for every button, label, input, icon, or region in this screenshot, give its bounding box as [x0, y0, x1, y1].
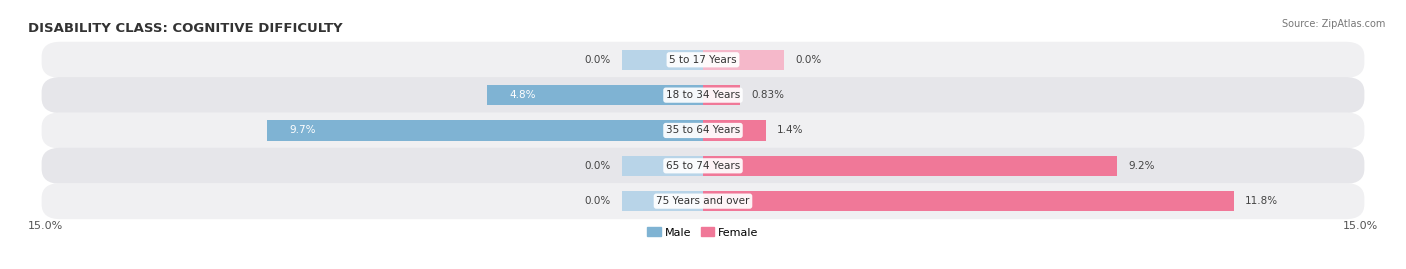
FancyBboxPatch shape	[42, 183, 1364, 219]
Text: 0.0%: 0.0%	[585, 55, 610, 65]
Text: 0.83%: 0.83%	[752, 90, 785, 100]
FancyBboxPatch shape	[42, 112, 1364, 148]
Bar	[703, 85, 741, 105]
Text: Source: ZipAtlas.com: Source: ZipAtlas.com	[1281, 19, 1385, 29]
FancyBboxPatch shape	[42, 77, 1364, 113]
Bar	[267, 120, 703, 141]
Bar	[621, 191, 703, 211]
Bar	[621, 155, 703, 176]
Text: 0.0%: 0.0%	[585, 196, 610, 206]
Text: 15.0%: 15.0%	[28, 221, 63, 231]
Text: 65 to 74 Years: 65 to 74 Years	[666, 161, 740, 171]
Text: 18 to 34 Years: 18 to 34 Years	[666, 90, 740, 100]
FancyBboxPatch shape	[42, 42, 1364, 78]
Bar	[703, 155, 1116, 176]
Text: 1.4%: 1.4%	[778, 125, 804, 136]
Bar	[621, 49, 703, 70]
Text: 4.8%: 4.8%	[509, 90, 536, 100]
Legend: Male, Female: Male, Female	[643, 223, 763, 242]
Text: 35 to 64 Years: 35 to 64 Years	[666, 125, 740, 136]
Text: 9.2%: 9.2%	[1128, 161, 1154, 171]
Text: 9.7%: 9.7%	[290, 125, 315, 136]
Text: DISABILITY CLASS: COGNITIVE DIFFICULTY: DISABILITY CLASS: COGNITIVE DIFFICULTY	[28, 22, 343, 35]
Text: 5 to 17 Years: 5 to 17 Years	[669, 55, 737, 65]
Bar	[486, 85, 703, 105]
FancyBboxPatch shape	[42, 148, 1364, 184]
Bar	[703, 49, 785, 70]
Bar	[703, 120, 766, 141]
Bar	[703, 191, 1234, 211]
Text: 11.8%: 11.8%	[1246, 196, 1278, 206]
Text: 0.0%: 0.0%	[796, 55, 821, 65]
Text: 0.0%: 0.0%	[585, 161, 610, 171]
Text: 15.0%: 15.0%	[1343, 221, 1378, 231]
Text: 75 Years and over: 75 Years and over	[657, 196, 749, 206]
